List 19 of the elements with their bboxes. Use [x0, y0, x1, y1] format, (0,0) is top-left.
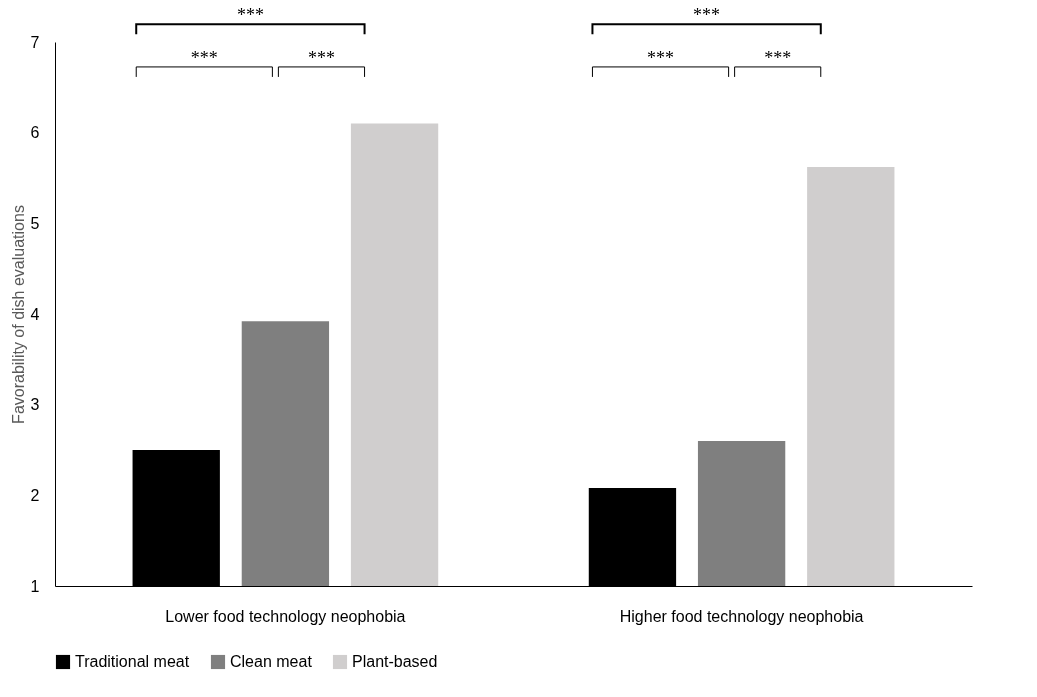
y-tick-label: 5: [30, 214, 40, 232]
x-tick-label: Higher food technology neophobia: [619, 607, 864, 625]
annotation: ***: [647, 47, 675, 68]
y-tick-label: 6: [30, 124, 40, 142]
y-tick-label: 3: [30, 396, 40, 414]
y-axis-title: Favorability of dish evaluations: [9, 205, 27, 424]
text: ***: [236, 5, 264, 26]
y-tick-label: 2: [30, 486, 40, 504]
legend-label: Clean meat: [230, 653, 313, 670]
annotation: ***: [764, 47, 792, 68]
annotation: ***: [307, 47, 335, 68]
y-tick-label: 7: [30, 33, 40, 51]
x-tick-label: Lower food technology neophobia: [165, 607, 406, 625]
legend-label: Plant-based: [352, 653, 438, 670]
legend-label: Traditional meat: [75, 653, 190, 670]
y-tick-label: 4: [30, 305, 40, 323]
annotation: ***: [190, 47, 218, 68]
text: ***: [693, 5, 721, 26]
y-tick-label: 1: [30, 577, 40, 595]
